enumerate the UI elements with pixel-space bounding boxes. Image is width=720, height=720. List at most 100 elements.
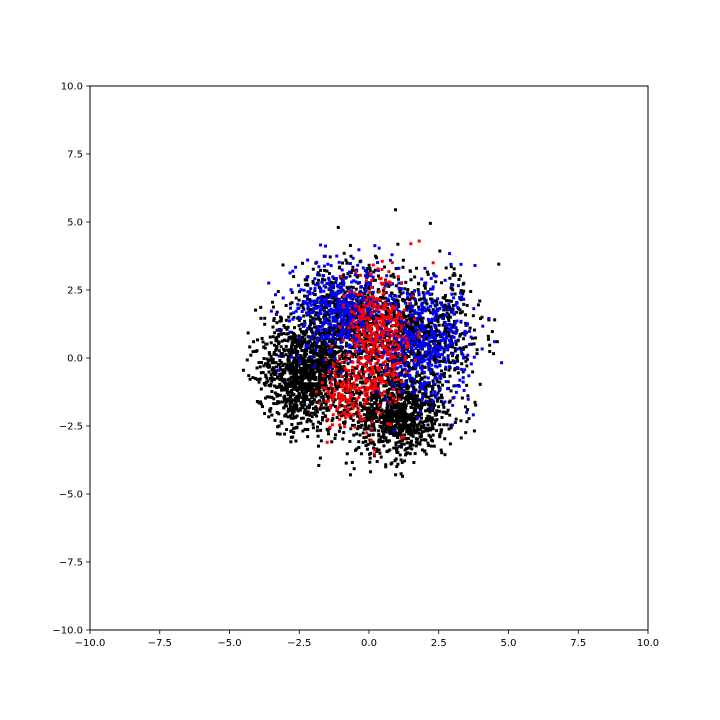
scatter-point-blue <box>341 324 345 328</box>
scatter-point-blue <box>451 403 455 407</box>
scatter-point-blue <box>422 380 426 384</box>
scatter-point-black <box>454 342 458 346</box>
scatter-point-black <box>324 402 328 406</box>
scatter-point-black <box>368 281 372 285</box>
scatter-point-black <box>431 373 435 377</box>
scatter-point-black <box>327 319 331 323</box>
scatter-point-black <box>438 435 442 439</box>
scatter-point-black <box>380 373 384 377</box>
scatter-point-black <box>309 369 313 373</box>
scatter-point-black <box>441 410 445 414</box>
scatter-point-black <box>323 366 327 370</box>
scatter-point-black <box>447 305 451 309</box>
scatter-point-black <box>314 409 318 413</box>
scatter-point-black <box>295 352 298 356</box>
scatter-point-black <box>307 381 311 385</box>
scatter-point-black <box>358 330 362 334</box>
scatter-point-blue <box>302 324 306 328</box>
scatter-point-blue <box>357 319 361 323</box>
scatter-point-blue <box>320 337 324 341</box>
scatter-point-black <box>392 313 396 317</box>
scatter-point-black <box>377 429 381 433</box>
scatter-point-black <box>286 384 290 388</box>
scatter-point-blue <box>329 295 333 299</box>
scatter-point-black <box>416 320 420 324</box>
scatter-point-black <box>436 380 440 384</box>
scatter-point-black <box>323 360 327 364</box>
scatter-point-black <box>429 444 433 448</box>
scatter-point-blue <box>345 294 349 298</box>
scatter-point-black <box>448 315 452 319</box>
scatter-point-black <box>465 420 469 424</box>
scatter-point-black <box>299 371 303 375</box>
scatter-point-red <box>371 341 375 345</box>
scatter-point-blue <box>450 423 454 427</box>
scatter-point-black <box>437 409 441 413</box>
scatter-point-black <box>364 416 368 420</box>
scatter-point-black <box>316 365 320 369</box>
scatter-point-black <box>433 419 437 423</box>
scatter-point-black <box>408 365 412 369</box>
scatter-point-red <box>377 403 381 407</box>
scatter-point-black <box>356 427 360 431</box>
scatter-point-blue <box>432 381 436 385</box>
scatter-point-black <box>321 365 325 369</box>
scatter-point-black <box>282 324 286 328</box>
scatter-point-black <box>425 409 429 413</box>
scatter-point-blue <box>448 342 452 346</box>
scatter-point-red <box>354 345 358 349</box>
scatter-point-black <box>314 394 318 398</box>
scatter-point-black <box>311 388 315 392</box>
scatter-point-blue <box>350 300 354 304</box>
scatter-point-black <box>405 412 409 416</box>
scatter-point-black <box>302 294 306 298</box>
scatter-point-blue <box>348 345 352 349</box>
scatter-point-black <box>375 256 379 260</box>
scatter-point-black <box>284 400 288 404</box>
scatter-point-black <box>286 410 290 414</box>
scatter-point-blue <box>481 324 485 328</box>
scatter-point-black <box>331 403 335 407</box>
scatter-point-black <box>430 408 434 412</box>
scatter-point-black <box>401 412 405 416</box>
scatter-point-black <box>407 426 411 430</box>
scatter-point-black <box>272 377 276 381</box>
scatter-point-blue <box>415 340 419 344</box>
scatter-point-black <box>377 314 381 318</box>
scatter-point-black <box>405 397 409 401</box>
scatter-point-blue <box>347 303 351 307</box>
scatter-point-black <box>387 439 391 443</box>
scatter-point-black <box>444 327 448 331</box>
scatter-point-black <box>435 399 439 403</box>
scatter-point-black <box>395 405 399 409</box>
scatter-point-black <box>350 423 354 427</box>
scatter-point-black <box>349 327 353 331</box>
scatter-point-red <box>374 380 378 384</box>
scatter-point-blue <box>421 357 425 361</box>
scatter-point-blue <box>449 326 453 330</box>
scatter-point-black <box>292 359 296 363</box>
scatter-point-blue <box>428 292 432 296</box>
scatter-point-black <box>306 435 310 439</box>
scatter-point-blue <box>444 360 448 364</box>
scatter-point-black <box>350 460 354 464</box>
scatter-point-black <box>285 428 289 432</box>
scatter-point-black <box>291 384 295 388</box>
scatter-point-black <box>446 408 450 412</box>
scatter-point-black <box>396 462 400 466</box>
scatter-point-black <box>384 291 388 295</box>
scatter-point-black <box>410 447 414 451</box>
scatter-point-black <box>393 376 397 380</box>
scatter-point-blue <box>346 288 350 292</box>
scatter-point-black <box>396 301 400 305</box>
scatter-point-black <box>394 457 398 461</box>
scatter-point-blue <box>350 303 354 307</box>
scatter-point-blue <box>417 342 421 346</box>
scatter-point-blue <box>352 322 356 326</box>
scatter-point-black <box>392 446 396 450</box>
scatter-point-black <box>286 354 290 358</box>
scatter-point-black <box>406 392 410 396</box>
scatter-point-blue <box>320 324 324 328</box>
scatter-point-blue <box>453 321 457 325</box>
scatter-point-blue <box>390 381 394 385</box>
